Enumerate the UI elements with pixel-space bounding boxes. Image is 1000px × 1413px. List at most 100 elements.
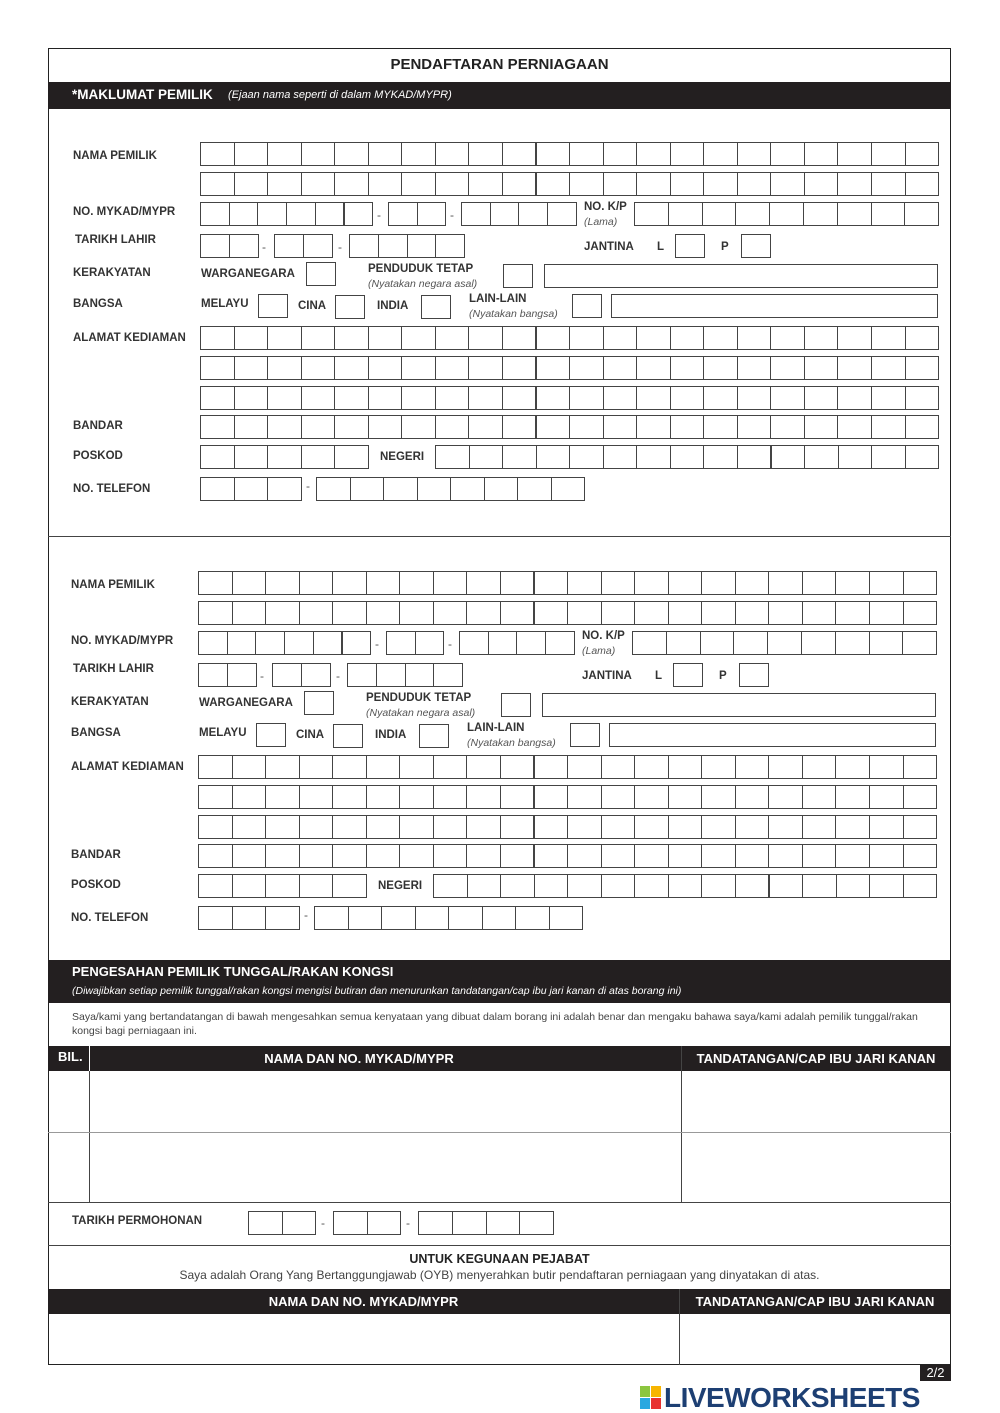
alamat-box[interactable] — [734, 815, 770, 839]
alamat-box[interactable] — [569, 326, 604, 350]
nama-pemilik-box[interactable] — [501, 142, 537, 166]
alamat-box[interactable] — [837, 326, 872, 350]
alamat-box[interactable] — [267, 326, 302, 350]
telefon-box[interactable] — [265, 906, 300, 930]
negeri-box[interactable] — [602, 445, 638, 469]
alamat-box[interactable] — [801, 815, 837, 839]
alamat-box[interactable] — [434, 326, 470, 350]
negeri-box[interactable] — [567, 874, 602, 898]
mykad-box[interactable] — [516, 631, 547, 655]
alamat-box[interactable] — [602, 356, 638, 380]
india-box[interactable] — [419, 724, 449, 748]
melayu-box[interactable] — [256, 723, 286, 747]
no-kp-box[interactable] — [834, 631, 870, 655]
alamat-box[interactable] — [499, 755, 535, 779]
telefon-box[interactable] — [481, 906, 516, 930]
alamat-box[interactable] — [768, 755, 803, 779]
no-kp-box[interactable] — [634, 202, 669, 226]
nyatakan-bangsa-field[interactable] — [609, 723, 936, 747]
alamat-box[interactable] — [501, 326, 537, 350]
alamat-box[interactable] — [198, 755, 233, 779]
negeri-box[interactable] — [736, 445, 772, 469]
telefon-box[interactable] — [316, 477, 351, 501]
nama-pemilik-box[interactable] — [871, 172, 906, 196]
nama-pemilik-box[interactable] — [432, 601, 468, 625]
negeri-box[interactable] — [703, 445, 738, 469]
bandar-box[interactable] — [801, 844, 837, 868]
bandar-box[interactable] — [770, 415, 805, 439]
bandar-box[interactable] — [300, 415, 336, 439]
alamat-box[interactable] — [265, 785, 300, 809]
tarikh-permohonan-box[interactable] — [248, 1211, 283, 1235]
nama-pemilik-box[interactable] — [200, 142, 235, 166]
alamat-box[interactable] — [902, 815, 938, 839]
alamat-box[interactable] — [869, 815, 904, 839]
negeri-box[interactable] — [600, 874, 636, 898]
bandar-box[interactable] — [499, 844, 535, 868]
telefon-box[interactable] — [414, 906, 449, 930]
alamat-box[interactable] — [669, 326, 705, 350]
mykad-box[interactable] — [459, 631, 489, 655]
mykad-box[interactable] — [226, 631, 257, 655]
nama-pemilik-box[interactable] — [835, 571, 870, 595]
warganegara-box[interactable] — [306, 262, 336, 286]
nama-pemilik-box[interactable] — [499, 571, 535, 595]
jantina-l-box[interactable] — [673, 663, 703, 687]
nama-pemilik-box[interactable] — [265, 571, 300, 595]
no-kp-box[interactable] — [868, 631, 904, 655]
tarikh-lahir-box[interactable] — [435, 234, 466, 258]
tarikh-lahir-box[interactable] — [200, 234, 230, 258]
bandar-box[interactable] — [332, 844, 367, 868]
nama-pemilik-box[interactable] — [600, 571, 636, 595]
no-kp-box[interactable] — [701, 202, 737, 226]
alamat-box[interactable] — [801, 785, 837, 809]
poskod-box[interactable] — [267, 445, 302, 469]
alamat-box[interactable] — [736, 326, 772, 350]
alamat-box[interactable] — [432, 815, 468, 839]
bandar-box[interactable] — [298, 844, 334, 868]
nama-pemilik-box[interactable] — [198, 601, 233, 625]
office-name-field[interactable] — [49, 1315, 678, 1364]
tarikh-lahir-box[interactable] — [198, 663, 228, 687]
poskod-box[interactable] — [198, 874, 233, 898]
bandar-box[interactable] — [634, 844, 669, 868]
tarikh-lahir-box[interactable] — [375, 663, 406, 687]
negeri-box[interactable] — [500, 874, 535, 898]
mykad-box[interactable] — [461, 202, 491, 226]
telefon-box[interactable] — [450, 477, 485, 501]
telefon-box[interactable] — [381, 906, 416, 930]
mykad-box[interactable] — [343, 202, 374, 226]
telefon-box[interactable] — [483, 477, 518, 501]
nama-pemilik-box[interactable] — [466, 571, 501, 595]
nama-pemilik-box[interactable] — [835, 601, 870, 625]
mykad-box[interactable] — [386, 631, 416, 655]
bandar-box[interactable] — [365, 844, 401, 868]
tarikh-lahir-box[interactable] — [377, 234, 408, 258]
alamat-box[interactable] — [667, 755, 703, 779]
mykad-box[interactable] — [257, 202, 288, 226]
alamat-box[interactable] — [902, 755, 938, 779]
alamat-box[interactable] — [200, 386, 235, 410]
no-kp-box[interactable] — [667, 202, 703, 226]
alamat-box[interactable] — [298, 755, 334, 779]
tarikh-permohonan-box[interactable] — [333, 1211, 368, 1235]
nama-pemilik-box[interactable] — [634, 601, 669, 625]
telefon-box[interactable] — [231, 906, 267, 930]
nama-pemilik-box[interactable] — [434, 172, 470, 196]
negeri-box[interactable] — [734, 874, 770, 898]
no-kp-box[interactable] — [801, 631, 836, 655]
alamat-box[interactable] — [703, 326, 738, 350]
alamat-box[interactable] — [399, 785, 434, 809]
telefon-box[interactable] — [517, 477, 552, 501]
melayu-box[interactable] — [258, 294, 288, 318]
nama-pemilik-box[interactable] — [701, 601, 736, 625]
alamat-box[interactable] — [600, 755, 636, 779]
alamat-box[interactable] — [600, 785, 636, 809]
tarikh-permohonan-box[interactable] — [418, 1211, 453, 1235]
bandar-box[interactable] — [902, 844, 938, 868]
nama-pemilik-box[interactable] — [837, 142, 872, 166]
nama-pemilik-box[interactable] — [634, 571, 669, 595]
alamat-box[interactable] — [367, 326, 403, 350]
nama-pemilik-box[interactable] — [300, 142, 336, 166]
nama-pemilik-box[interactable] — [602, 142, 638, 166]
